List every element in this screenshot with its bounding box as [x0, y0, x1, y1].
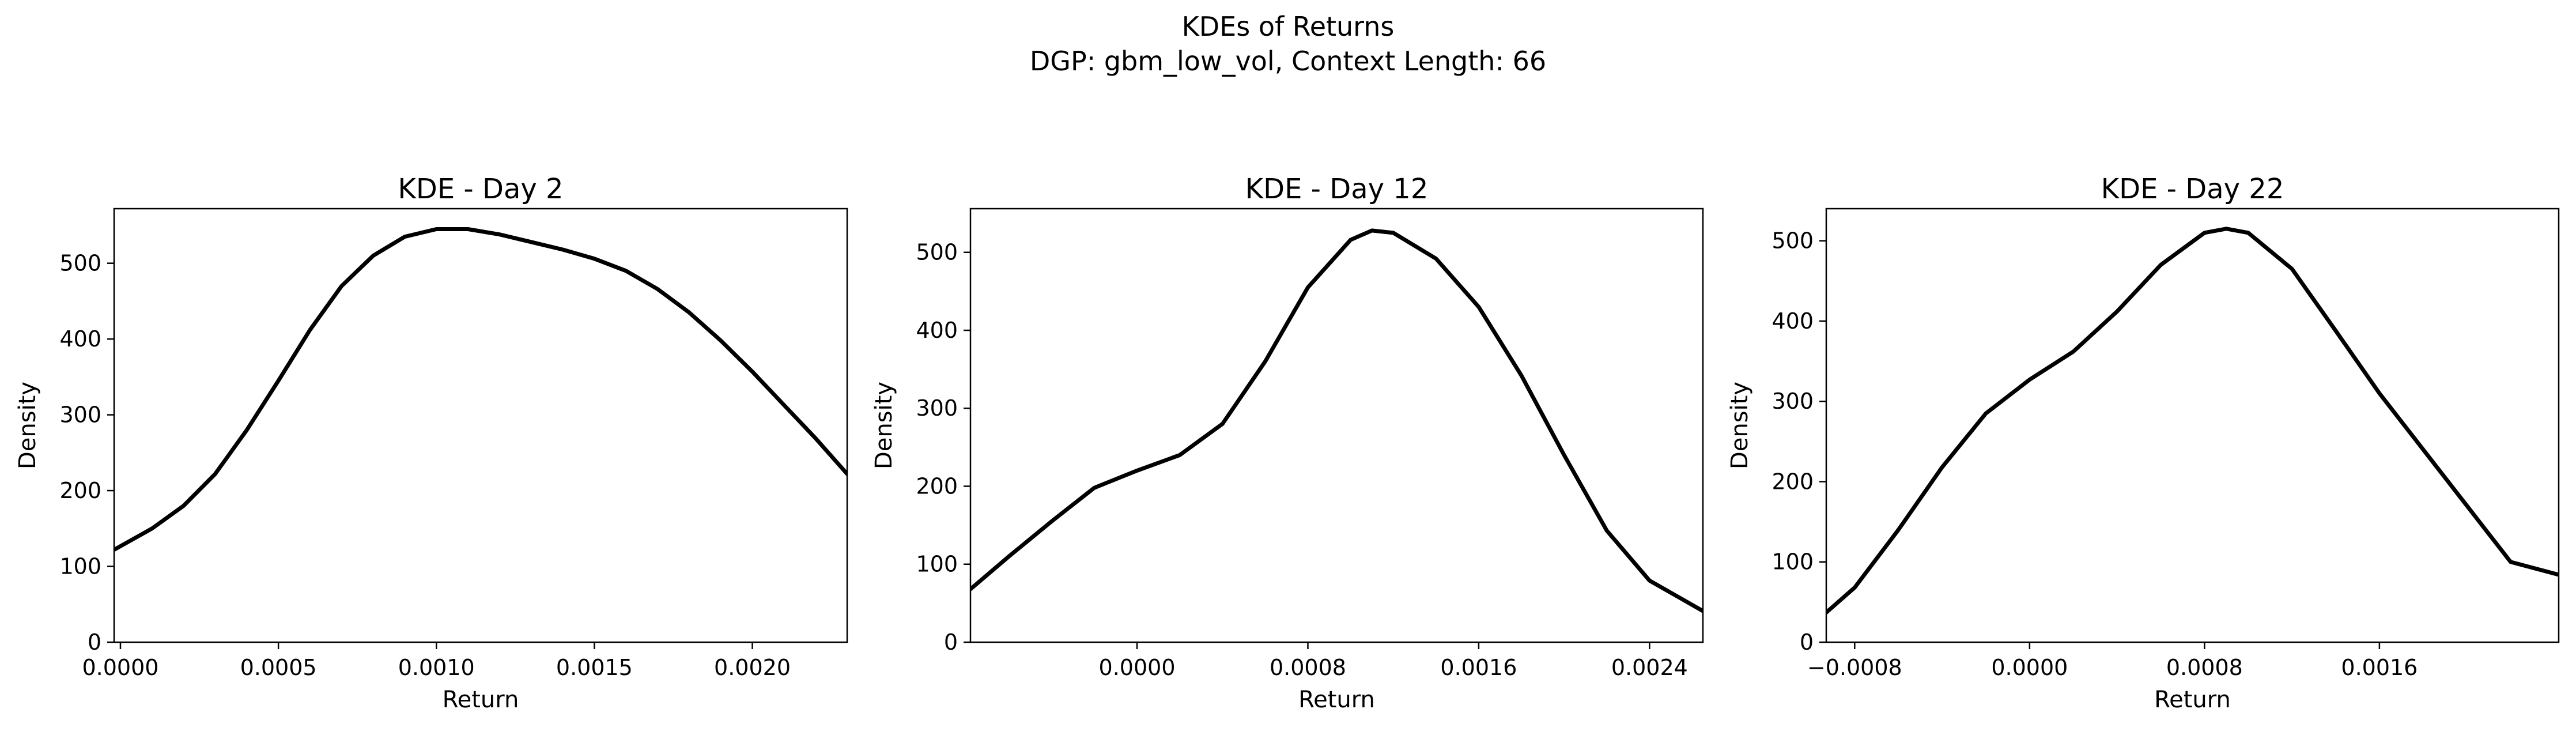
axes-frame: [969, 208, 1704, 643]
x-tick-label: −0.0008: [1807, 655, 1902, 680]
y-tick-label: 200: [1772, 469, 1814, 494]
axes-frame: [113, 208, 848, 643]
panel-title: KDE - Day 12: [1245, 173, 1429, 205]
x-tick-label: 0.0008: [1270, 655, 1346, 680]
y-tick-label: 100: [59, 554, 101, 579]
x-tick-label: 0.0020: [714, 655, 791, 680]
y-tick-label: 400: [59, 326, 101, 352]
y-tick-label: 500: [59, 251, 101, 276]
kde-panel-day-12: KDE - Day 12 0.0000 0.0008 0.0016 0.0024 0 100…: [871, 173, 1704, 713]
x-tick-label: 0.0005: [240, 655, 317, 680]
y-tick-label: 300: [916, 395, 958, 421]
axes-frame: [1825, 208, 2560, 643]
x-tick-label: 0.0016: [2341, 655, 2418, 680]
y-tick-label: 0: [88, 630, 101, 655]
x-tick-label: 0.0000: [1991, 655, 2068, 680]
kde-curve: [970, 228, 1703, 613]
kde-panel-day-22: KDE - Day 22 −0.0008 0.0000 0.0008 0.0016 0 10…: [1727, 173, 2560, 713]
y-axis-label: Density: [1727, 382, 1753, 469]
y-tick-label: 0: [1800, 630, 1814, 655]
y-tick-label: 300: [1772, 389, 1814, 414]
y-tick-label: 0: [944, 630, 958, 655]
y-tick-label: 500: [916, 240, 958, 265]
x-tick-label: 0.0010: [398, 655, 475, 680]
x-tick-label: 0.0015: [556, 655, 633, 680]
x-tick-label: 0.0000: [1099, 655, 1176, 680]
x-tick-label: 0.0008: [2166, 655, 2243, 680]
y-axis-label: Density: [14, 382, 41, 469]
x-tick-label: 0.0000: [82, 655, 158, 680]
kde-panel-day-2: KDE - Day 2 0.0000 0.0005 0.0010 0.0015 0.002…: [14, 173, 848, 713]
panel-title: KDE - Day 22: [2101, 173, 2284, 205]
y-tick-label: 100: [916, 552, 958, 577]
figure-suptitle-line2: DGP: gbm_low_vol, Context Length: 66: [1030, 46, 1546, 77]
kde-curve: [114, 227, 847, 552]
x-axis-label: Return: [443, 687, 519, 713]
y-tick-label: 400: [916, 318, 958, 343]
kde-curve: [1826, 227, 2559, 615]
y-tick-label: 500: [1772, 228, 1814, 254]
x-tick-label: 0.0016: [1440, 655, 1517, 680]
figure-suptitle-line1: KDEs of Returns: [1182, 11, 1395, 42]
x-tick-label: 0.0024: [1611, 655, 1688, 680]
x-axis-label: Return: [2154, 687, 2231, 713]
x-axis-label: Return: [1298, 687, 1375, 713]
y-tick-label: 300: [59, 402, 101, 428]
y-tick-label: 400: [1772, 308, 1814, 334]
y-tick-label: 200: [916, 473, 958, 499]
y-tick-label: 100: [1772, 549, 1814, 575]
y-tick-label: 200: [59, 478, 101, 503]
panel-title: KDE - Day 2: [398, 173, 563, 205]
y-axis-label: Density: [871, 382, 897, 469]
